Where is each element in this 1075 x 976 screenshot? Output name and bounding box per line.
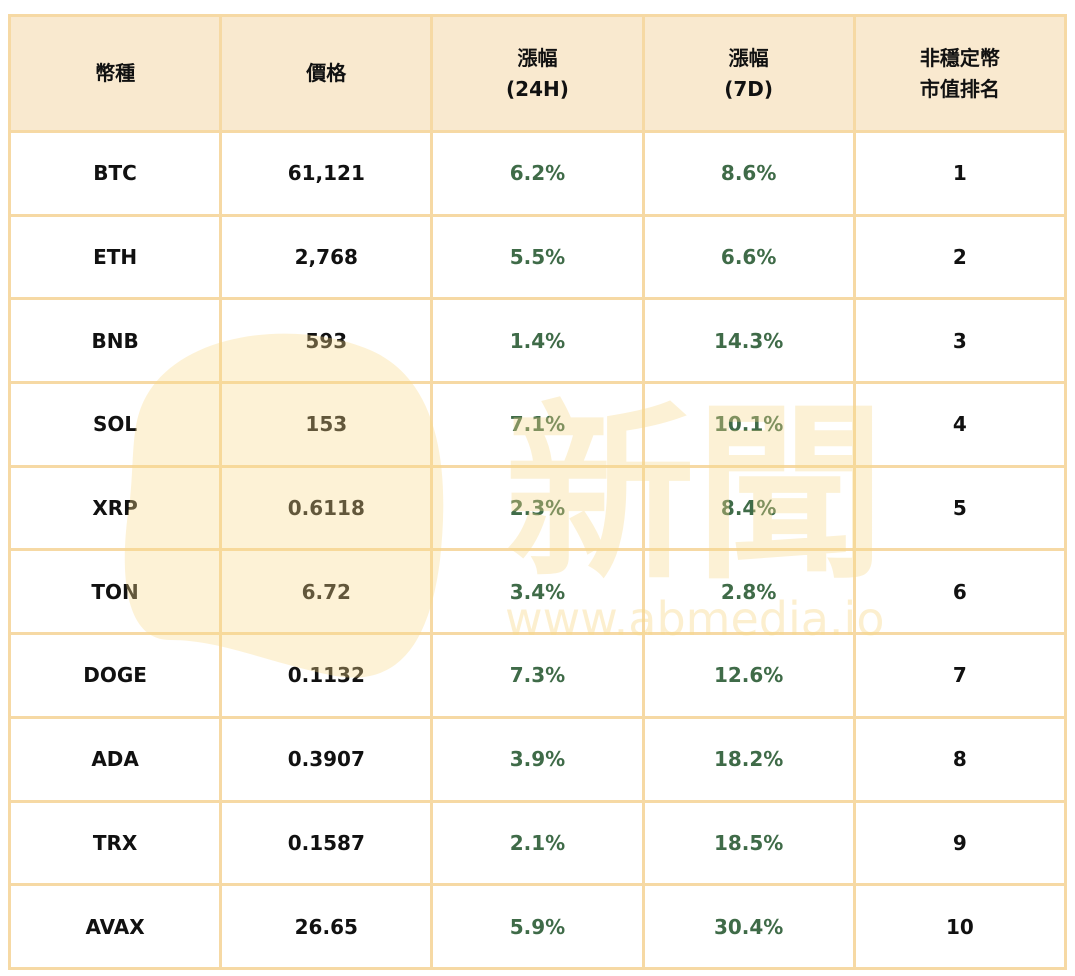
header-price: 價格 xyxy=(219,14,434,133)
cell-change-7d: 2.8% xyxy=(641,548,856,636)
cell-coin: ETH xyxy=(7,213,223,301)
cell-rank: 1 xyxy=(852,130,1068,217)
header-row: 幣種 價格 漲幅 (24H) 漲幅 (7D) 非穩定幣 市值排名 xyxy=(7,14,1068,133)
cell-price: 26.65 xyxy=(219,883,434,970)
table-row: BTC 61,121 6.2% 8.6% 1 xyxy=(7,130,1068,217)
cell-rank: 7 xyxy=(852,632,1068,719)
cell-coin: TRX xyxy=(7,799,223,887)
cell-change-7d: 18.5% xyxy=(641,799,856,887)
cell-change-7d: 6.6% xyxy=(641,213,856,301)
cell-rank: 4 xyxy=(852,381,1068,468)
cell-price: 0.1132 xyxy=(219,632,434,719)
cell-change-24h: 2.1% xyxy=(430,799,645,887)
cell-change-7d: 18.2% xyxy=(641,715,856,803)
cell-coin: ADA xyxy=(7,715,223,803)
cell-rank: 8 xyxy=(852,715,1068,803)
cell-price: 6.72 xyxy=(219,548,434,636)
cell-rank: 9 xyxy=(852,799,1068,887)
cell-rank: 6 xyxy=(852,548,1068,636)
cell-change-7d: 12.6% xyxy=(641,632,856,719)
cell-change-24h: 3.4% xyxy=(430,548,645,636)
table-row: ADA 0.3907 3.9% 18.2% 8 xyxy=(7,715,1068,803)
cell-price: 2,768 xyxy=(219,213,434,301)
cell-price: 0.6118 xyxy=(219,464,434,552)
cell-rank: 5 xyxy=(852,464,1068,552)
cell-coin: AVAX xyxy=(7,883,223,970)
cell-change-24h: 7.3% xyxy=(430,632,645,719)
table-row: SOL 153 7.1% 10.1% 4 xyxy=(7,381,1068,468)
cell-change-24h: 1.4% xyxy=(430,297,645,385)
header-change-7d: 漲幅 (7D) xyxy=(641,14,856,133)
cell-price: 593 xyxy=(219,297,434,385)
header-rank: 非穩定幣 市值排名 xyxy=(852,14,1068,133)
cell-rank: 2 xyxy=(852,213,1068,301)
cell-coin: BNB xyxy=(7,297,223,385)
cell-coin: BTC xyxy=(7,130,223,217)
cell-change-24h: 3.9% xyxy=(430,715,645,803)
cell-change-24h: 6.2% xyxy=(430,130,645,217)
cell-coin: TON xyxy=(7,548,223,636)
cell-rank: 10 xyxy=(852,883,1068,970)
table-row: DOGE 0.1132 7.3% 12.6% 7 xyxy=(7,632,1068,719)
cell-change-24h: 2.3% xyxy=(430,464,645,552)
cell-coin: SOL xyxy=(7,381,223,468)
cell-change-24h: 5.5% xyxy=(430,213,645,301)
cell-change-7d: 10.1% xyxy=(641,381,856,468)
table-row: AVAX 26.65 5.9% 30.4% 10 xyxy=(7,883,1068,970)
table-row: ETH 2,768 5.5% 6.6% 2 xyxy=(7,213,1068,301)
header-change-24h: 漲幅 (24H) xyxy=(430,14,645,133)
cell-price: 153 xyxy=(219,381,434,468)
table-row: BNB 593 1.4% 14.3% 3 xyxy=(7,297,1068,385)
cell-change-7d: 8.4% xyxy=(641,464,856,552)
cell-change-7d: 30.4% xyxy=(641,883,856,970)
cell-price: 0.1587 xyxy=(219,799,434,887)
table-row: TON 6.72 3.4% 2.8% 6 xyxy=(7,548,1068,636)
table-row: TRX 0.1587 2.1% 18.5% 9 xyxy=(7,799,1068,887)
header-coin: 幣種 xyxy=(7,14,223,133)
cell-change-7d: 14.3% xyxy=(641,297,856,385)
cell-change-24h: 5.9% xyxy=(430,883,645,970)
cell-coin: DOGE xyxy=(7,632,223,719)
crypto-price-table: 幣種 價格 漲幅 (24H) 漲幅 (7D) 非穩定幣 市值排名 BTC 61,121 6… xyxy=(7,14,1068,970)
cell-change-7d: 8.6% xyxy=(641,130,856,217)
cell-price: 61,121 xyxy=(219,130,434,217)
cell-change-24h: 7.1% xyxy=(430,381,645,468)
table-row: XRP 0.6118 2.3% 8.4% 5 xyxy=(7,464,1068,552)
cell-price: 0.3907 xyxy=(219,715,434,803)
cell-coin: XRP xyxy=(7,464,223,552)
cell-rank: 3 xyxy=(852,297,1068,385)
